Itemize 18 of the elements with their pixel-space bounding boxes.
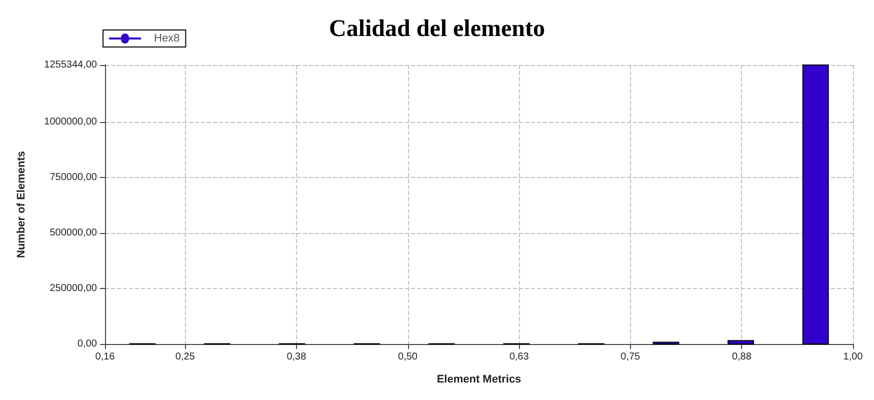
x-tick-label: 0,88 <box>732 352 752 362</box>
y-axis-title: Number of Elements <box>16 151 28 258</box>
x-axis-title: Element Metrics <box>436 374 522 386</box>
x-tick-label: 0,25 <box>175 352 196 362</box>
y-tick-label: 1000000,00 <box>44 116 98 128</box>
y-tick-label: 750000,00 <box>50 172 98 183</box>
chart-title: Calidad del elemento <box>329 16 545 42</box>
x-tick-label: 0,75 <box>620 352 641 362</box>
y-tick-label: 500000,00 <box>50 227 98 238</box>
y-tick-label: 0,00 <box>78 338 98 350</box>
y-tick-label: 1255344,00 <box>44 60 98 70</box>
y-tick-label: 250000,00 <box>50 282 98 294</box>
x-tick-label: 0,38 <box>286 352 307 362</box>
x-tick-label: 0,16 <box>95 352 116 362</box>
legend-label: Hex8 <box>154 32 180 44</box>
x-tick-label: 1,00 <box>843 352 864 362</box>
x-tick-label: 0,63 <box>509 352 530 362</box>
x-tick-label: 0,50 <box>398 352 418 362</box>
